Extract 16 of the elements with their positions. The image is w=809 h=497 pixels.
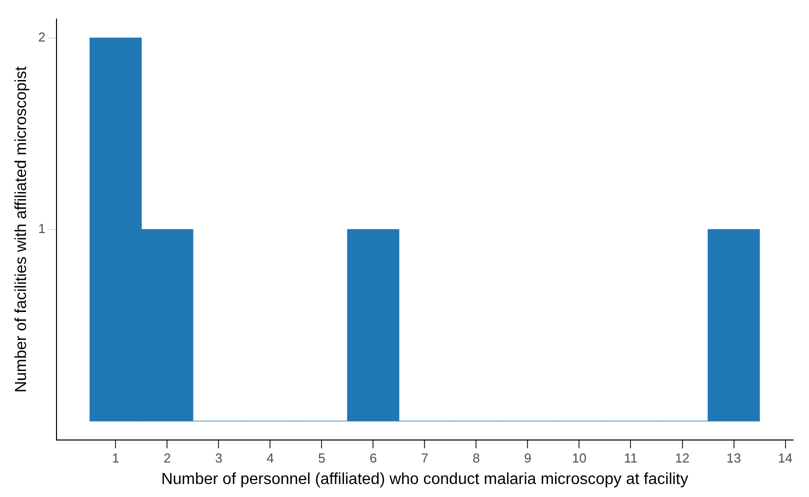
x-tick-label: 9	[524, 450, 532, 466]
x-tick-label: 13	[726, 450, 741, 466]
x-tick-label: 10	[572, 450, 586, 466]
x-tick-label: 2	[164, 450, 171, 466]
x-tick-label: 8	[472, 450, 480, 466]
x-tick-label: 12	[675, 450, 690, 466]
x-tick-label: 4	[266, 450, 274, 466]
y-axis-title: Number of facilities with affiliated microscopist	[13, 66, 30, 393]
x-tick-label: 7	[421, 450, 428, 466]
x-tick-label: 3	[215, 450, 222, 466]
x-tick-label: 6	[370, 450, 377, 466]
x-tick-label: 1	[112, 450, 120, 466]
x-tick-label: 5	[318, 450, 326, 466]
x-tick-label: 14	[778, 450, 793, 466]
x-tick-label: 11	[624, 450, 638, 466]
x-axis-title: Number of personnel (affiliated) who conduct malaria microscopy at facility	[161, 470, 688, 488]
